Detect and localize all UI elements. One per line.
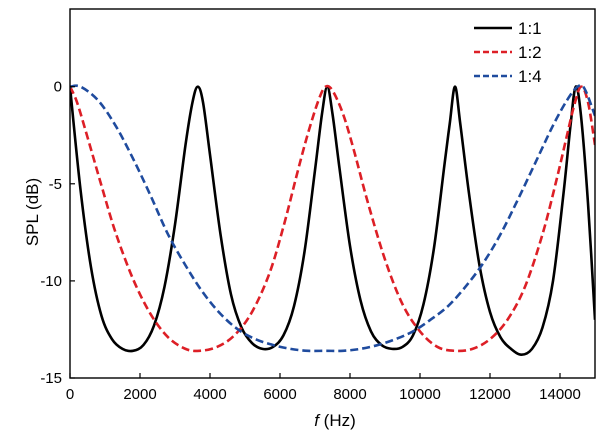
legend-label-1: 1:1 [518,19,542,38]
series-line-2 [70,84,595,353]
y-tick-label: -5 [49,176,62,193]
legend: 1:1 1:2 1:4 [474,19,542,86]
series-layer [70,83,595,356]
x-axis-label: f (Hz) [314,411,356,430]
x-tick-label: 6000 [263,386,296,403]
y-tick-label: 0 [54,79,62,96]
y-tick-label: -10 [40,273,62,290]
series-line-1 [70,85,595,356]
x-tick-label: 14000 [539,386,581,403]
y-axis-label: SPL (dB) [23,178,42,246]
legend-label-3: 1:4 [518,67,542,86]
y-tick-label: -15 [40,370,62,387]
x-tick-label: 12000 [469,386,511,403]
legend-label-2: 1:2 [518,43,542,62]
ticks-layer: 0 2000 4000 6000 8000 10000 12000 14000 0 -5 -10 -1… [40,79,581,403]
series-line-3 [70,83,595,353]
x-tick-label: 2000 [123,386,156,403]
x-tick-label: 0 [66,386,74,403]
x-axis-label-unit: (Hz) [319,411,356,430]
x-tick-label: 8000 [333,386,366,403]
x-axis-label-italic: f [314,411,321,430]
plot-frame [69,8,596,379]
x-tick-label: 10000 [399,386,441,403]
x-tick-label: 4000 [193,386,226,403]
